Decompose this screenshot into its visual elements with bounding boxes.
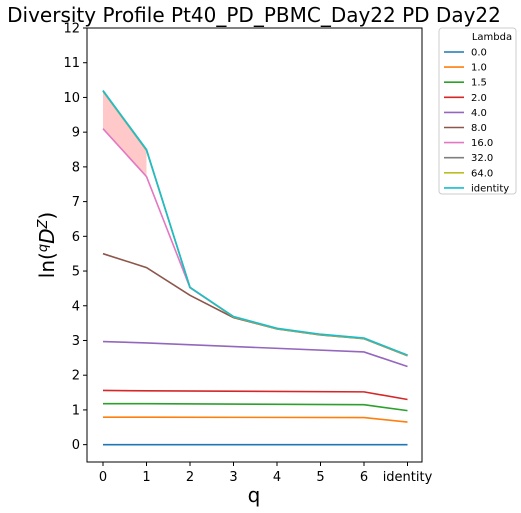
legend-label: 1.5 [471,78,487,89]
y-axis-label-z: Z [36,219,51,230]
y-axis-label-d: D [35,229,59,244]
y-tick-label: 5 [72,265,80,280]
y-tick-label: 11 [63,56,80,71]
shaded-band-layer [103,91,147,177]
x-tick-label: 3 [229,470,237,485]
x-axis-ticks: 0 1 2 3 4 5 6 identity [99,462,433,485]
legend-label: 1.0 [471,63,487,74]
series-line-identity [102,90,408,356]
shaded-band [103,91,147,177]
series-line-1.0 [103,416,408,423]
y-tick-label: 2 [72,369,80,384]
x-axis-label: q [248,483,261,507]
y-tick-label: 4 [72,299,80,314]
y-tick-label: 3 [72,334,80,349]
series-line-1.5 [103,402,408,412]
x-tick-label: 6 [360,470,368,485]
y-tick-label: 10 [63,91,80,106]
legend-box [438,27,517,195]
y-axis-label: ln(qDZ) [35,212,59,278]
series-line-32.0 [102,90,408,357]
legend-items: 0.0 1.0 1.5 2.0 4.0 8.0 16.0 32.0 64.0 identity [444,48,509,194]
y-tick-label: 7 [72,195,80,210]
x-tick-label: 0 [99,470,107,485]
series-line-2.0 [102,389,408,401]
y-tick-label: 12 [63,22,80,37]
legend: Lambda 0.0 1.0 1.5 2.0 4.0 8.0 16.0 32.0 64.0 ide… [438,27,517,195]
x-tick-label: 1 [142,470,150,485]
y-tick-label: 8 [72,160,80,175]
series-line-64.0 [102,90,408,357]
legend-label: 4.0 [471,108,487,119]
x-tick-label: identity [383,470,433,485]
chart-title: Diversity Profile Pt40_PD_PBMC_Day22 PD … [7,3,501,27]
series-line-4.0 [102,340,408,368]
series-line-8.0 [102,252,408,357]
y-tick-label: 1 [72,403,80,418]
y-axis-label-q: q [36,244,51,252]
series-layer [102,90,408,446]
y-tick-label: 9 [72,126,80,141]
legend-title: Lambda [472,32,512,43]
legend-label: identity [471,183,509,194]
y-tick-label: 6 [72,230,80,245]
legend-label: 8.0 [471,123,487,134]
legend-label: 16.0 [471,138,493,149]
y-axis-label-suffix: ) [35,212,59,220]
legend-label: 0.0 [471,48,487,59]
legend-label: 2.0 [471,93,487,104]
x-tick-label: 4 [273,470,281,485]
x-tick-label: 2 [186,470,194,485]
y-axis-label-prefix: ln( [35,252,59,278]
plot-frame [86,27,423,463]
series-line-16.0 [102,128,408,357]
y-tick-label: 0 [72,438,80,453]
x-tick-label: 5 [316,470,324,485]
legend-label: 32.0 [471,153,493,164]
legend-label: 64.0 [471,168,493,179]
